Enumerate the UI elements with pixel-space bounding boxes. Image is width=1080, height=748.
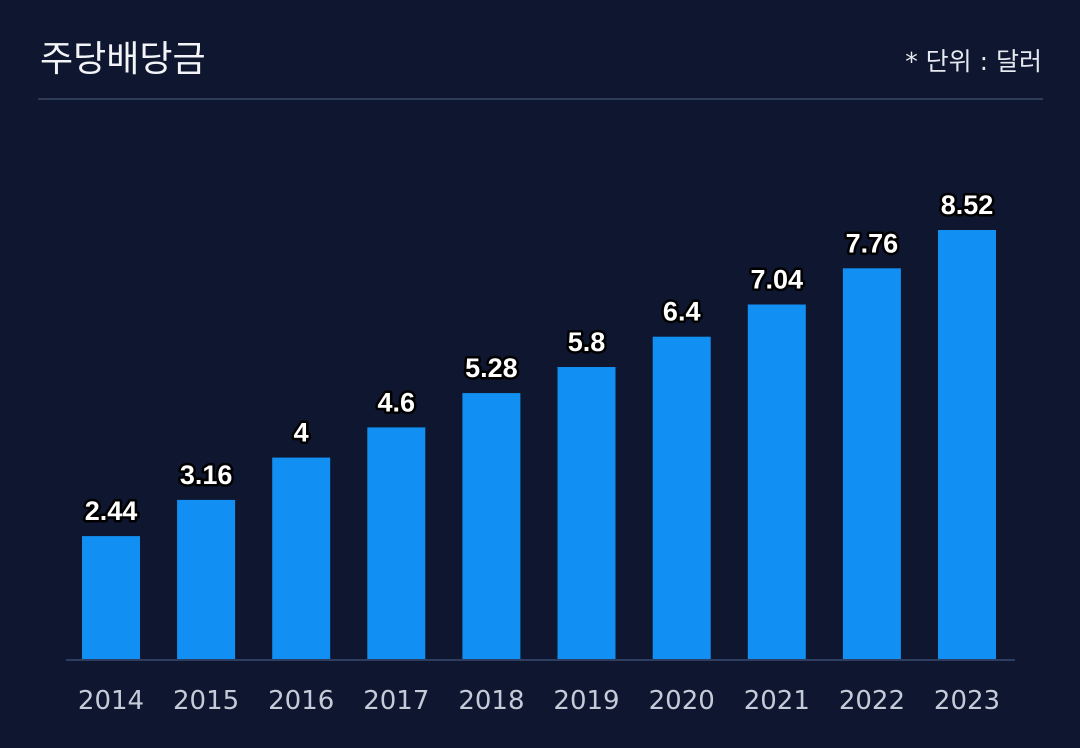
x-tick-label-2022: 2022 (839, 686, 905, 716)
data-label-2023: 8.52 (941, 190, 994, 220)
data-label-2020: 6.4 (663, 297, 701, 327)
data-label-2014: 2.44 (85, 496, 138, 526)
data-label-2018: 5.28 (465, 353, 518, 383)
data-label-2017: 4.6 (378, 387, 416, 417)
data-label-2016: 4 (294, 418, 309, 448)
data-label-2019: 5.8 (568, 327, 606, 357)
header-divider (38, 98, 1043, 100)
bar-2020 (652, 336, 711, 659)
bar-2015 (177, 499, 236, 659)
x-tick-label-2018: 2018 (458, 686, 524, 716)
bar-2019 (557, 367, 616, 659)
bar-2014 (82, 536, 140, 659)
x-tick-label-2015: 2015 (173, 686, 239, 716)
unit-note: * 단위 : 달러 (905, 47, 1042, 76)
data-label-2022: 7.76 (846, 228, 899, 258)
bar-2018 (462, 393, 521, 659)
bar-2022 (842, 268, 901, 659)
data-label-2015: 3.16 (180, 460, 233, 490)
x-tick-label-2023: 2023 (934, 686, 1000, 716)
bar-2021 (747, 304, 806, 659)
x-tick-label-2017: 2017 (363, 686, 429, 716)
bar-2016 (272, 457, 331, 659)
x-tick-label-2016: 2016 (268, 686, 334, 716)
x-tick-label-2020: 2020 (649, 686, 715, 716)
bar-2017 (367, 427, 426, 659)
chart-title: 주당배당금 (40, 39, 206, 80)
x-tick-label-2014: 2014 (78, 686, 144, 716)
data-label-2021: 7.04 (751, 265, 804, 295)
x-tick-label-2021: 2021 (744, 686, 810, 716)
x-tick-label-2019: 2019 (553, 686, 619, 716)
bar-2023 (938, 230, 996, 659)
